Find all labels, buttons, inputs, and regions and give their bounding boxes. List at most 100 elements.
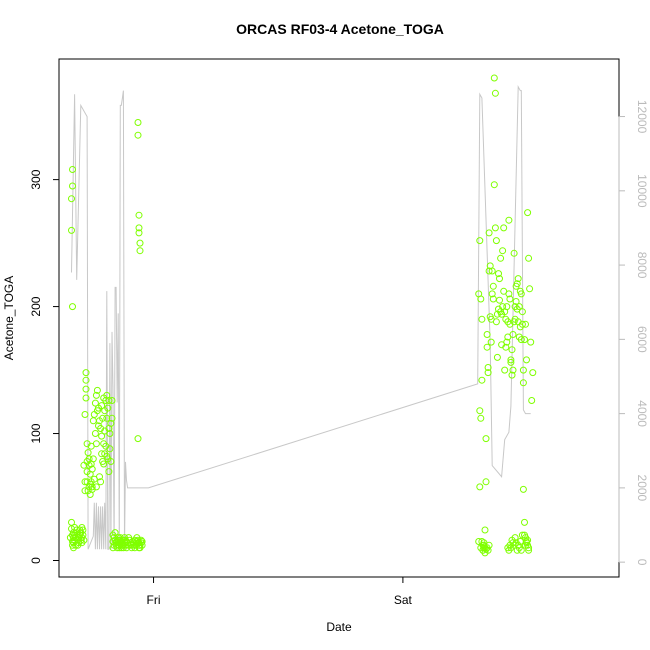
data-point	[509, 366, 517, 374]
x-tick-label: Fri	[147, 593, 161, 607]
data-point	[490, 74, 498, 82]
data-point	[108, 414, 116, 422]
data-point	[519, 485, 527, 493]
right-tick-label: 12000	[635, 100, 649, 134]
data-point	[103, 414, 111, 422]
data-point	[478, 315, 486, 323]
series-line	[71, 84, 531, 550]
data-point	[508, 371, 516, 379]
data-point	[481, 526, 489, 534]
data-point	[137, 536, 145, 544]
left-tick-label: 300	[29, 169, 43, 189]
data-point	[136, 239, 144, 247]
data-point	[106, 430, 114, 437]
data-point	[505, 216, 513, 224]
data-point	[524, 209, 532, 217]
data-point	[497, 254, 505, 262]
data-point	[487, 338, 495, 346]
data-point	[81, 411, 89, 418]
data-point	[519, 366, 527, 374]
data-point	[66, 534, 74, 542]
data-point	[96, 473, 103, 481]
data-point	[104, 404, 112, 412]
x-tick-label: Sat	[394, 593, 413, 607]
data-point	[511, 534, 519, 542]
right-tick-label: 8000	[635, 252, 649, 279]
data-point	[68, 226, 75, 234]
data-point	[521, 518, 528, 526]
data-point	[108, 397, 116, 404]
data-point	[488, 267, 496, 275]
x-axis-label: Date	[326, 620, 352, 634]
plot-area	[66, 74, 537, 557]
data-point	[496, 275, 503, 283]
data-point	[92, 440, 100, 448]
chart-title: ORCAS RF03-4 Acetone_TOGA	[236, 21, 444, 37]
data-point	[93, 386, 101, 394]
data-point	[69, 166, 76, 173]
data-point	[134, 131, 142, 139]
data-point	[69, 182, 76, 190]
y-axis-label: Acetone_TOGA	[2, 276, 16, 361]
data-point	[508, 346, 516, 354]
data-point	[485, 267, 493, 275]
data-point	[82, 376, 90, 384]
data-point	[502, 343, 510, 351]
data-point	[97, 478, 105, 486]
data-point	[91, 399, 99, 407]
data-point	[82, 394, 90, 402]
data-point	[528, 397, 536, 404]
data-point	[82, 369, 90, 377]
data-point	[519, 379, 527, 387]
data-point	[505, 290, 513, 298]
data-point	[482, 435, 490, 443]
data-point	[107, 458, 115, 465]
data-point	[484, 364, 492, 371]
data-point	[496, 296, 503, 304]
data-point	[518, 308, 526, 316]
data-point	[523, 356, 530, 364]
data-point	[92, 391, 100, 399]
data-point	[135, 224, 143, 232]
data-point	[495, 270, 502, 278]
data-point	[111, 529, 119, 537]
data-point	[477, 414, 485, 422]
data-point	[506, 295, 514, 303]
data-point	[500, 224, 508, 232]
data-point	[69, 303, 76, 311]
data-point	[493, 353, 501, 361]
data-point	[478, 376, 486, 384]
data-point	[84, 487, 92, 495]
data-point	[527, 338, 535, 346]
data-point	[490, 181, 498, 189]
data-point	[503, 303, 511, 311]
data-point	[477, 295, 485, 303]
data-point	[476, 407, 484, 415]
right-tick-label: 4000	[635, 400, 649, 427]
data-point	[485, 541, 493, 549]
data-point	[89, 455, 97, 463]
data-point	[492, 318, 500, 326]
data-point	[516, 538, 524, 545]
data-point	[106, 445, 114, 453]
data-point	[484, 546, 492, 554]
data-point	[483, 331, 491, 338]
data-point	[522, 320, 529, 328]
data-point	[136, 247, 144, 255]
right-tick-label: 0	[635, 559, 649, 566]
series-points	[66, 74, 537, 557]
data-point	[91, 430, 99, 437]
data-point	[105, 468, 113, 476]
data-point	[483, 343, 491, 351]
data-point	[105, 397, 113, 404]
data-point	[135, 211, 143, 219]
data-point	[521, 336, 528, 344]
data-point	[507, 356, 515, 364]
data-point	[517, 336, 525, 344]
data-point	[92, 483, 100, 491]
data-point	[138, 538, 146, 545]
data-point	[81, 487, 89, 495]
data-point	[529, 369, 537, 377]
data-point	[501, 366, 509, 374]
